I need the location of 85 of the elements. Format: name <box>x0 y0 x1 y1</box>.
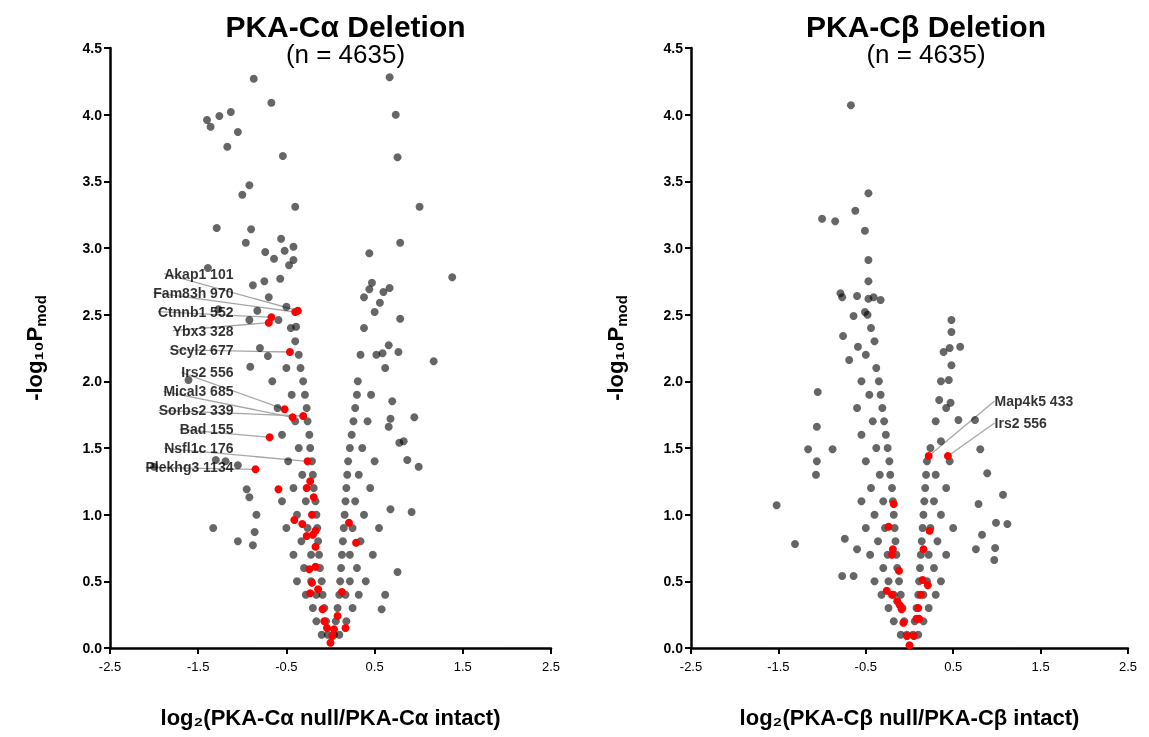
point <box>345 518 354 527</box>
x-axis-title: log₂(PKA-Cβ null/PKA-Cβ intact) <box>739 704 1080 730</box>
y-tick-label: 1.5 <box>663 440 684 456</box>
annotation: Bad 155 <box>179 421 234 438</box>
point <box>919 545 928 554</box>
point <box>352 538 361 547</box>
annotation: Ctnnb1 552 <box>158 303 234 320</box>
y-tick-label: 1.5 <box>82 440 103 456</box>
annotation: Irs2 556 <box>994 415 1047 431</box>
x-tick-label: 0.5 <box>944 659 963 674</box>
point <box>307 510 316 519</box>
annotation: Irs2 556 <box>181 364 234 381</box>
point <box>305 565 314 574</box>
point <box>299 412 308 420</box>
point <box>341 624 350 632</box>
point <box>924 452 933 460</box>
point <box>311 542 320 551</box>
x-tick-label: -0.5 <box>854 659 877 674</box>
point <box>884 522 893 531</box>
chart-title: PKA-Cβ Deletion <box>806 9 1046 43</box>
y-tick-label: 3.5 <box>663 173 684 190</box>
point <box>264 318 273 327</box>
point <box>306 589 315 598</box>
y-tick-label: 4.5 <box>82 40 103 56</box>
y-tick-label: 3.5 <box>82 173 103 190</box>
point <box>923 581 932 590</box>
x-tick-label: 1.5 <box>453 659 472 674</box>
point <box>882 586 891 595</box>
y-axis-title: -log₁₀Pmod <box>603 295 630 401</box>
y-tick-label: 0.0 <box>82 640 103 656</box>
point <box>905 641 914 650</box>
point <box>309 493 318 502</box>
y-tick-label: 1.0 <box>663 506 684 523</box>
y-tick-label: 2.5 <box>82 306 103 323</box>
point <box>943 452 952 460</box>
x-tick-label: 2.5 <box>1118 659 1137 674</box>
point <box>326 638 335 647</box>
x-tick-label: 0.5 <box>365 659 384 674</box>
x-tick-label: 1.5 <box>1031 659 1050 674</box>
annotation: Fam83h 970 <box>153 284 234 301</box>
x-tick-label: -2.5 <box>98 659 122 674</box>
point <box>251 465 260 474</box>
x-tick-label: -1.5 <box>187 659 210 674</box>
point <box>306 477 315 486</box>
point <box>298 520 307 528</box>
y-tick-label: 2.0 <box>663 373 684 390</box>
point <box>330 625 339 634</box>
point <box>285 348 294 356</box>
point <box>314 585 323 594</box>
point <box>290 516 299 524</box>
x-tick-label: -1.5 <box>767 659 790 674</box>
point <box>311 562 320 571</box>
y-tick-label: 4.5 <box>663 40 684 56</box>
y-tick-label: 2.0 <box>82 373 103 390</box>
point <box>265 433 274 442</box>
point <box>274 485 283 494</box>
y-tick-label: 1.0 <box>82 506 103 523</box>
x-tick-label: -2.5 <box>679 659 703 674</box>
y-tick-label: 2.5 <box>663 306 684 323</box>
annotation: Akap1 101 <box>164 265 234 282</box>
point <box>322 624 331 632</box>
annotation: Scyl2 677 <box>169 341 234 358</box>
point <box>288 413 297 422</box>
point <box>280 405 289 414</box>
point <box>302 484 311 492</box>
x-tick-label: 2.5 <box>541 659 561 674</box>
y-tick-label: 3.0 <box>82 240 103 256</box>
point <box>888 550 896 559</box>
point <box>333 612 342 620</box>
y-tick-label: 3.0 <box>663 240 684 256</box>
y-tick-label: 4.0 <box>663 106 684 123</box>
y-tick-label: 0.0 <box>663 640 684 656</box>
annotation: Plekhg3 1134 <box>145 459 234 476</box>
x-tick-label: -0.5 <box>275 659 298 674</box>
point <box>303 457 312 466</box>
y-tick-label: 0.5 <box>663 573 684 590</box>
y-tick-label: 4.0 <box>82 106 103 123</box>
annotation: Nsfl1c 176 <box>164 440 234 457</box>
y-axis-title: -log₁₀Pmod <box>22 295 49 401</box>
annotation: Map4k5 433 <box>994 393 1074 409</box>
annotation: Mical3 685 <box>163 383 234 400</box>
annotation: Sorbs2 339 <box>158 402 234 419</box>
y-tick-label: 0.5 <box>82 573 103 590</box>
x-axis-title: log₂(PKA-Cα null/PKA-Cα intact) <box>160 704 501 730</box>
annotation: Ybx3 328 <box>172 322 234 339</box>
